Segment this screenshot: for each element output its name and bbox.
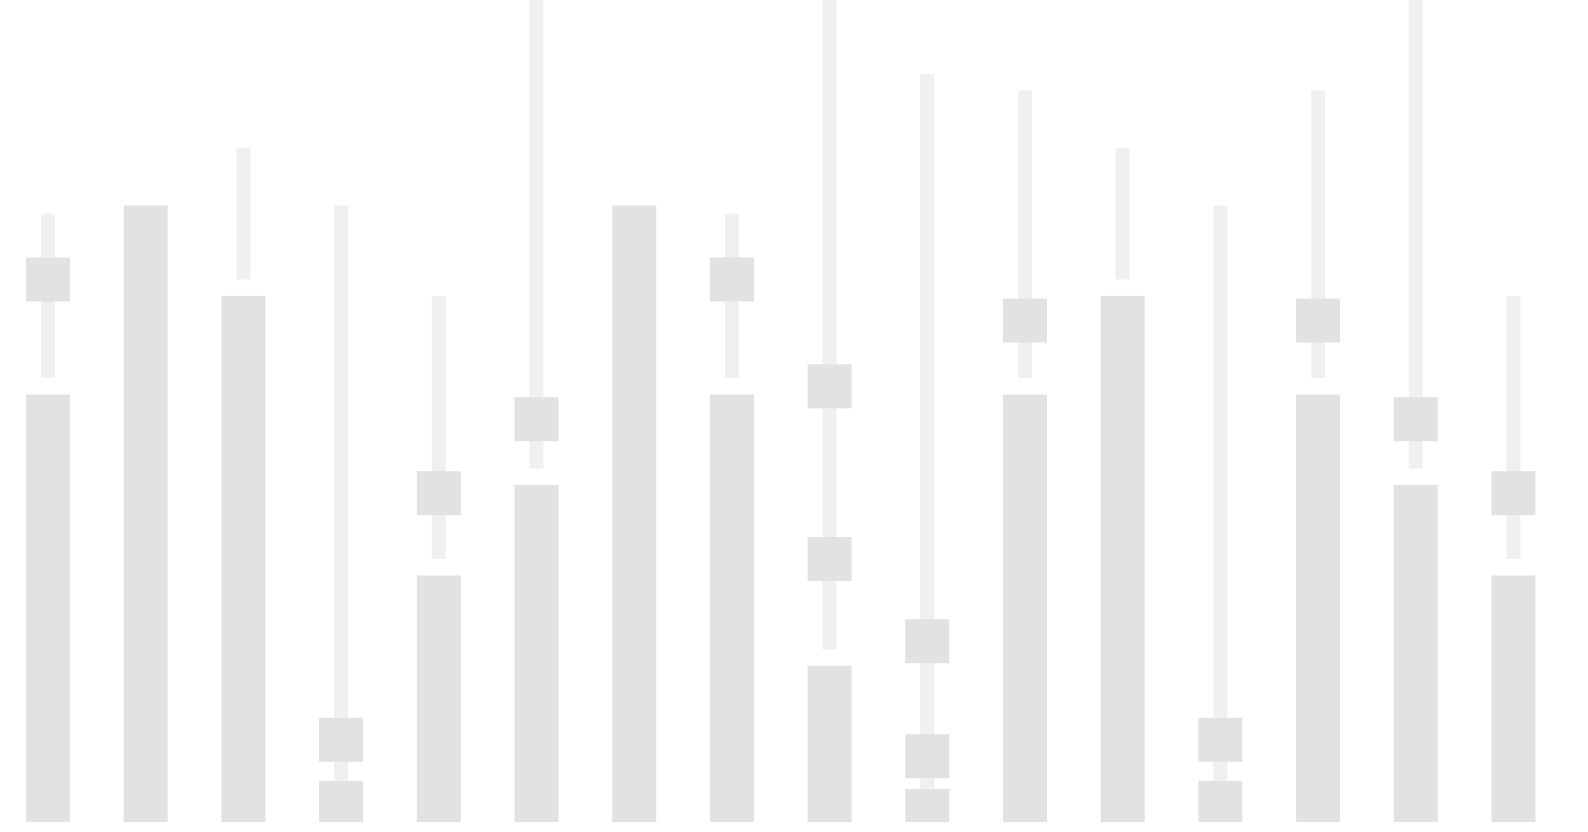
skeleton-bar [1296,394,1341,822]
skeleton-marker [416,471,461,516]
skeleton-marker [1296,298,1341,343]
skeleton-column [1003,90,1047,822]
skeleton-column [416,295,461,822]
skeleton-column [1198,205,1243,822]
skeleton-bar [123,205,168,822]
skeleton-range-bar [1506,295,1521,559]
skeleton-column [514,0,559,822]
skeleton-marker [1393,397,1438,442]
skeleton-bar [1003,394,1047,822]
skeleton-column [221,148,266,822]
skeleton-bar [1100,295,1145,822]
skeleton-range-bar [236,148,251,280]
skeleton-marker [319,717,364,762]
skeleton-marker [1003,298,1047,343]
skeleton-bar [1393,485,1438,822]
skeleton-column [319,205,364,822]
skeleton-marker [1198,717,1243,762]
skeleton-bar [905,789,950,822]
skeleton-range-bar [1408,0,1423,469]
skeleton-bar [221,295,266,822]
skeleton-marker [905,619,950,664]
skeleton-column [26,213,70,822]
skeleton-range-bar [431,295,446,559]
skeleton-marker [807,364,852,409]
skeleton-range-bar [1213,205,1228,781]
skeleton-bar [514,485,559,822]
skeleton-bar [807,665,852,822]
skeleton-column [807,0,852,822]
skeleton-range-bar [529,0,544,469]
skeleton-marker [514,397,559,442]
skeleton-bar [26,394,70,822]
skeleton-range-bar [334,205,349,781]
skeleton-column [123,205,168,822]
skeleton-column [905,74,950,822]
skeleton-bar [319,780,364,822]
skeleton-column [709,213,754,822]
skeleton-bar [416,575,461,822]
skeleton-column [1491,295,1536,822]
skeleton-column [1393,0,1438,822]
skeleton-marker [905,734,950,779]
skeleton-marker [26,257,70,302]
skeleton-column [1100,148,1145,822]
skeleton-marker [709,257,754,302]
skeleton-marker [807,537,852,581]
skeleton-bar [1198,780,1243,822]
skeleton-range-bar [822,0,837,650]
skeleton-marker [1491,471,1536,516]
skeleton-column [1296,90,1341,822]
skeleton-range-bar [1115,148,1130,280]
skeleton-bar [709,394,754,822]
skeleton-column [612,205,657,822]
skeleton-range-bar [920,74,935,790]
skeleton-bar [612,205,657,822]
skeleton-bar [1491,575,1536,822]
